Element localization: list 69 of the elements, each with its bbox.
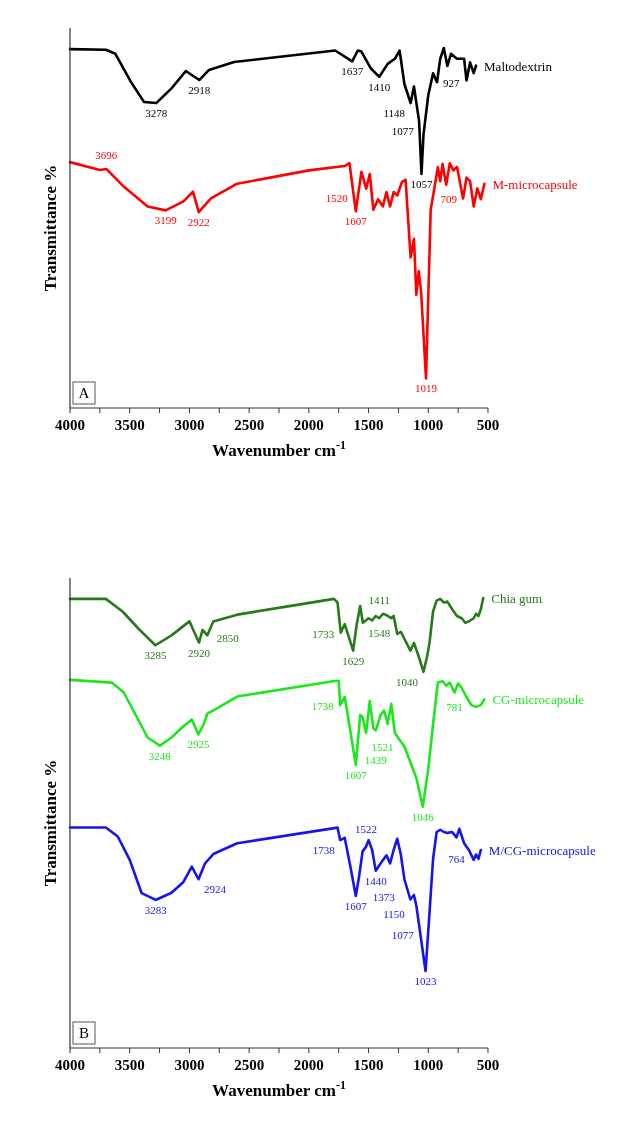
annotation: 1738 [311,700,335,713]
annotation: 3248 [148,749,172,762]
annotation: 2924 [203,883,227,896]
annotation: 2850 [216,632,240,645]
x-tick-label: 2000 [293,1057,324,1073]
x-axis-title: Wavenumber cm$^{-1}$ [212,438,346,460]
annotation: 1023 [414,975,438,988]
annotation: 1410 [368,80,391,93]
annotation: 1077 [391,125,415,138]
series-label: M-microcapsule [492,176,578,192]
annotation: 1607 [344,899,368,912]
x-axis-title: Wavenumber cm$^{-1}$ [212,1078,346,1100]
annotation: 1057 [410,178,433,190]
x-tick-label: 3500 [114,1057,145,1073]
annotation: 1148 [383,107,406,120]
annotation: 1373 [372,891,396,903]
x-tick-label: 500 [476,1057,500,1073]
annotation: 3696 [95,148,118,161]
annotation: 1521 [371,741,394,753]
annotation: 927 [443,77,461,90]
annotation: 709 [440,193,458,206]
annotation: 1150 [383,907,406,920]
series-label: Chia gum [491,591,543,606]
series-label: M/CG-microcapsule [488,843,596,858]
x-tick-label: 3000 [174,417,205,433]
y-axis-title: Transmittance % [41,164,60,292]
x-tick-label: 4000 [55,1057,85,1073]
annotation: 2925 [187,738,210,751]
x-tick-label: 2000 [293,417,324,433]
annotation: 1607 [344,215,368,228]
annotation: A [78,385,90,401]
x-tick-label: 500 [476,417,500,433]
annotation: 1738 [312,844,336,857]
annotation: 1520 [325,191,349,204]
annotation: 1077 [391,929,415,942]
annotation: 1629 [342,654,365,667]
annotation: 1040 [396,675,419,688]
annotation: 2922 [187,216,210,229]
x-tick-label: 3000 [174,1057,205,1073]
annotation: 781 [446,700,463,713]
x-tick-label: 4000 [55,417,85,433]
series-label: Maltodextrin [484,58,553,74]
x-tick-label: 1000 [413,417,444,433]
annotation: 1440 [364,874,388,887]
annotation: 1607 [344,768,368,781]
annotation: 1733 [312,627,335,640]
annotation: 1637 [341,65,364,78]
annotation: 1439 [364,754,388,767]
annotation: 764 [448,853,466,866]
annotation: 1411 [368,594,390,607]
series-label: CG-microcapsule [492,692,585,708]
x-tick-label: 1500 [353,1057,384,1073]
annotation: 3278 [145,107,168,120]
x-tick-label: 1500 [353,417,384,433]
annotation: B [78,1025,90,1041]
annotation: 1548 [368,626,391,639]
annotation: 2920 [187,646,211,659]
annotation: 1019 [415,382,438,395]
x-tick-label: 2500 [234,1057,265,1073]
y-axis-title: Transmittance % [41,759,60,887]
annotation: 2918 [188,84,211,97]
annotation: 3285 [144,649,167,662]
x-tick-label: 3500 [114,417,145,433]
annotation: 3199 [154,214,178,227]
annotation: 1046 [411,810,435,823]
x-tick-label: 2500 [234,417,265,433]
x-tick-label: 1000 [413,1057,444,1073]
annotation: 3283 [144,903,168,916]
annotation: 1522 [354,822,377,835]
